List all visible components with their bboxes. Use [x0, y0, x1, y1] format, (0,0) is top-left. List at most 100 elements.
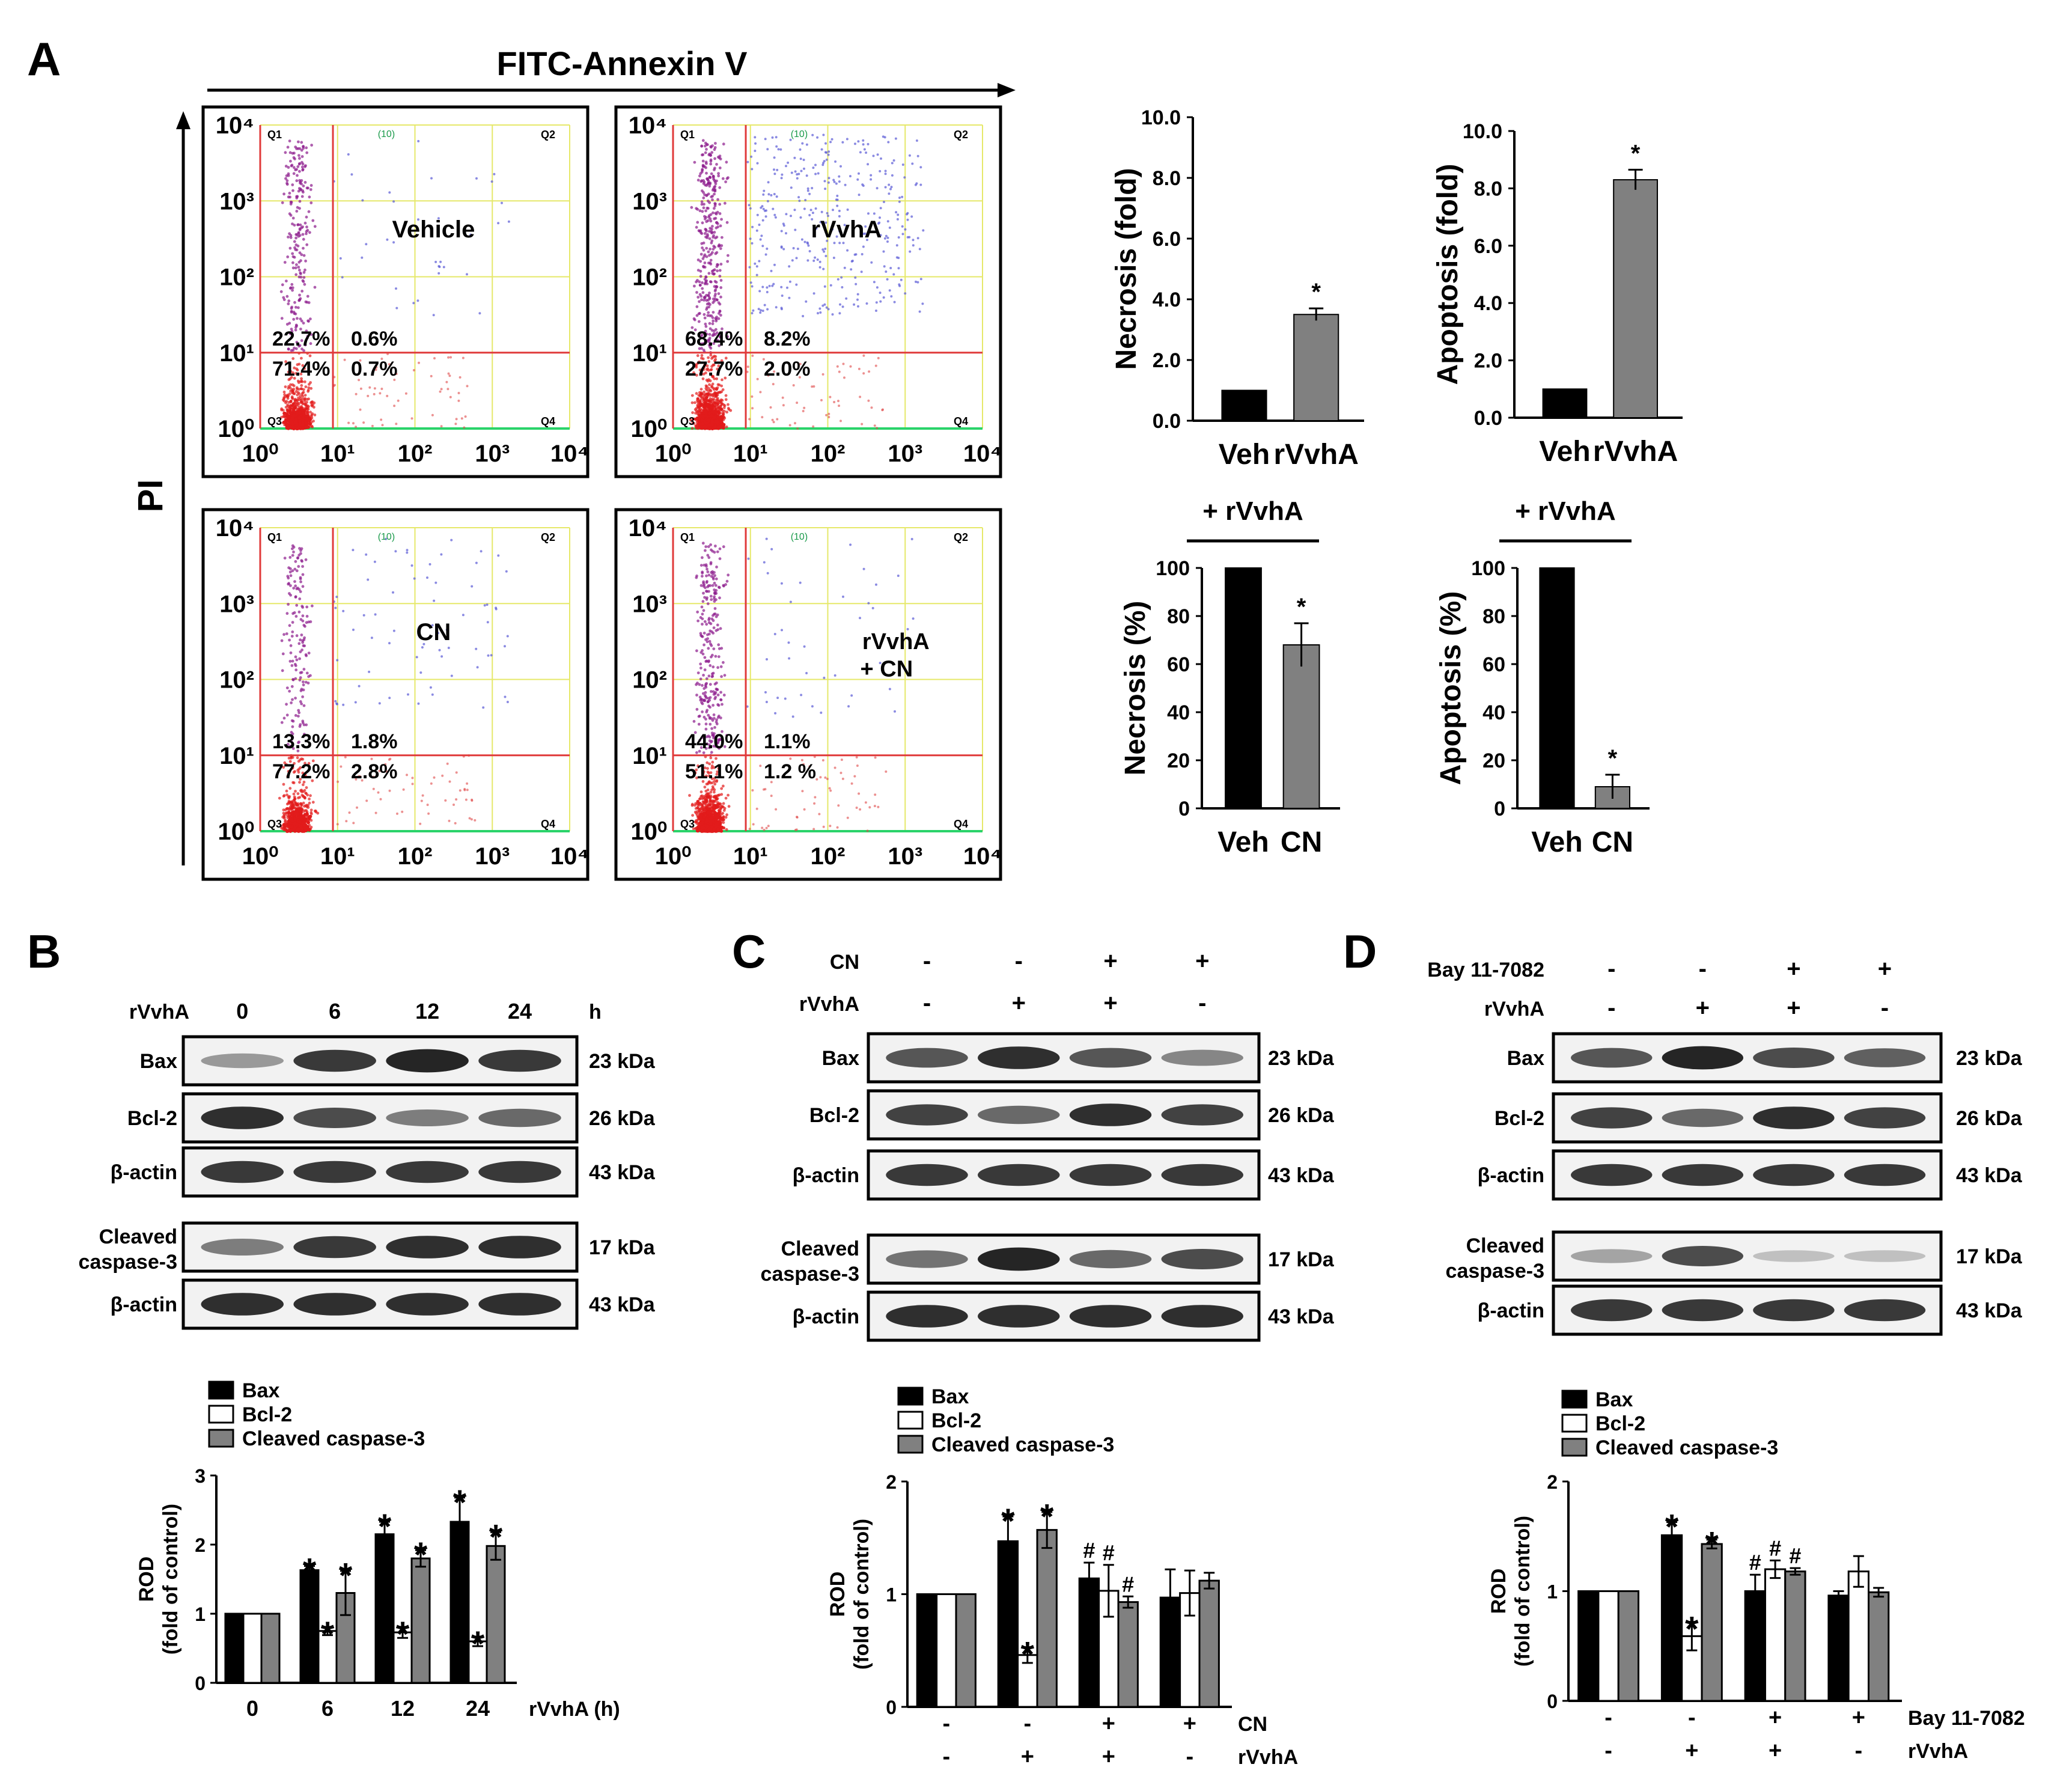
- flow-dot: [708, 303, 711, 307]
- flow-dot: [859, 395, 862, 398]
- flow-dot: [781, 294, 784, 297]
- flow-dot: [691, 411, 694, 414]
- flow-dot: [781, 396, 784, 399]
- flow-dot: [708, 706, 711, 709]
- flow-y-tick: 10²: [219, 667, 254, 694]
- flow-dot: [722, 545, 725, 549]
- flow-dot: [305, 225, 308, 229]
- flow-dot: [300, 379, 303, 383]
- flow-dot: [300, 339, 303, 343]
- flow-y-tick: 10⁰: [630, 416, 667, 442]
- flow-dot: [507, 220, 510, 223]
- flow-dot: [437, 265, 440, 267]
- flow-dot: [699, 564, 703, 567]
- flow-dot: [711, 584, 715, 587]
- flow-dot: [301, 619, 305, 623]
- flow-dot: [696, 671, 700, 674]
- flow-dot: [704, 275, 708, 279]
- flow-dot: [476, 666, 479, 669]
- flow-dot: [796, 401, 799, 404]
- flow-dot: [773, 263, 776, 266]
- flow-dot: [297, 554, 301, 557]
- flow-dot: [466, 789, 469, 792]
- flow-dot: [394, 550, 397, 553]
- flow-dot: [704, 586, 707, 590]
- flow-dot: [475, 647, 478, 650]
- flow-dot: [805, 300, 808, 303]
- flow-dot: [829, 284, 832, 287]
- flow-dot: [829, 395, 832, 398]
- flow-dot: [285, 713, 289, 717]
- flow-dot: [759, 391, 762, 394]
- flow-dot: [719, 224, 722, 228]
- flow-dot: [288, 624, 291, 627]
- flow-dot: [881, 409, 884, 412]
- flow-dot: [374, 368, 377, 371]
- flow-dot: [898, 197, 901, 199]
- flow-dot: [705, 682, 708, 685]
- flow-dot: [285, 425, 289, 429]
- gate-label: (10): [378, 532, 395, 542]
- flow-dot: [305, 186, 309, 190]
- flow-dot: [706, 811, 710, 815]
- flow-dot: [811, 212, 814, 215]
- flow-dot: [832, 209, 834, 212]
- quadrant-percent: 8.2%: [764, 328, 811, 350]
- flow-dot: [814, 163, 817, 166]
- flow-x-tick: 10⁴: [550, 441, 589, 467]
- flow-dot: [303, 221, 307, 225]
- flow-dot: [305, 329, 308, 332]
- flow-dot: [711, 787, 715, 790]
- flow-dot: [708, 248, 711, 251]
- flow-dot: [719, 279, 723, 282]
- flow-dot: [710, 195, 713, 198]
- flow-dot: [827, 412, 830, 415]
- flow-dot: [430, 177, 433, 180]
- flow-dot: [754, 150, 757, 152]
- flow-dot: [708, 696, 712, 699]
- flow-dot: [889, 188, 892, 191]
- flow-dot: [288, 689, 291, 693]
- flow-dot: [722, 784, 725, 788]
- flow-dot: [794, 170, 797, 173]
- flow-dot: [775, 195, 778, 198]
- flow-dot: [395, 307, 398, 310]
- flow-dot: [719, 716, 722, 719]
- flow-dot: [294, 390, 298, 393]
- flow-dot: [285, 279, 288, 282]
- flow-dot: [292, 317, 296, 321]
- flow-dot: [804, 199, 807, 201]
- flow-dot: [836, 278, 839, 281]
- flow-dot: [761, 285, 764, 288]
- flow-x-tick: 10³: [475, 843, 510, 870]
- flow-dot: [695, 305, 699, 308]
- quadrant-label: Q4: [954, 415, 968, 427]
- flow-dot: [294, 328, 297, 332]
- flow-dot: [704, 160, 708, 164]
- quadrant-percent: 2.0%: [764, 358, 811, 380]
- flow-dot: [710, 151, 714, 154]
- flow-dot: [296, 206, 299, 209]
- flow-dot: [303, 343, 307, 347]
- flow-dot: [487, 654, 490, 657]
- flow-dot: [361, 256, 364, 259]
- flow-dot: [294, 595, 297, 599]
- flow-dot: [293, 797, 296, 801]
- flow-dot: [723, 674, 727, 677]
- flow-dot: [775, 136, 778, 139]
- flow-dot: [764, 138, 767, 141]
- flow-dot: [375, 366, 378, 369]
- flow-dot: [291, 402, 295, 406]
- flow-dot: [846, 208, 849, 211]
- flow-dot: [282, 783, 285, 786]
- flow-dot: [281, 201, 284, 204]
- flow-dot: [882, 250, 885, 253]
- flow-dot: [886, 236, 889, 239]
- flow-dot: [824, 142, 827, 145]
- flow-dot: [889, 267, 892, 269]
- flow-dot: [486, 603, 489, 606]
- flow-dot: [475, 177, 478, 180]
- flow-dot: [377, 791, 380, 794]
- flow-dot: [724, 398, 728, 401]
- flow-dot: [301, 614, 305, 618]
